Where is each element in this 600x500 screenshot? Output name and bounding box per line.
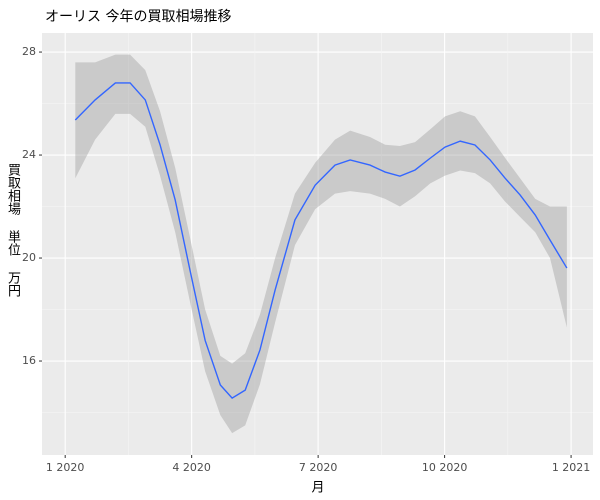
line bbox=[74, 82, 568, 399]
y-axis-label: 買取相場 単位 万円 bbox=[5, 163, 20, 297]
x-axis-label: 月 bbox=[311, 481, 324, 496]
y-tick-label: 24 bbox=[22, 148, 36, 161]
y-tick-label: 20 bbox=[22, 251, 36, 264]
x-tick-label: 7 2020 bbox=[299, 461, 338, 474]
x-tick-label: 10 2020 bbox=[422, 461, 468, 474]
x-tick-label: 1 2020 bbox=[46, 461, 85, 474]
chart-title: オーリス 今年の買取相場推移 bbox=[45, 9, 231, 25]
y-tick-label: 28 bbox=[22, 45, 36, 58]
y-tick-label: 16 bbox=[22, 354, 36, 367]
x-tick-label: 4 2020 bbox=[172, 461, 211, 474]
confidence-band bbox=[75, 54, 567, 434]
x-tick-label: 1 2021 bbox=[552, 461, 591, 474]
